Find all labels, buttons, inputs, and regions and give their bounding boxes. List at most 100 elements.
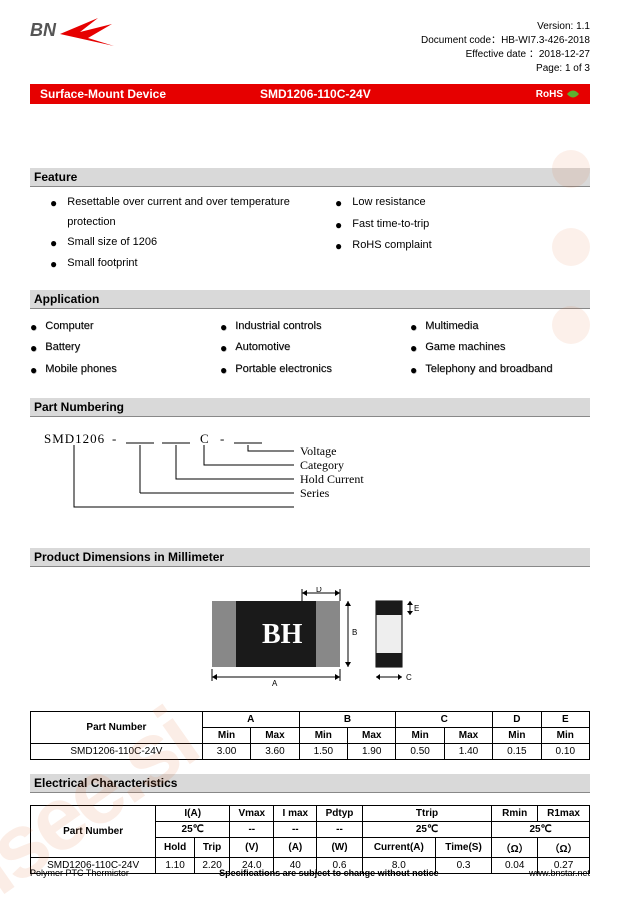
footer-mid: Specifications are subject to change wit… — [219, 868, 439, 878]
date-value: 2018-12-27 — [539, 49, 590, 60]
feature-text: Fast time-to-trip — [352, 215, 429, 235]
doc-info: Version: 1.1 Document code：HB-WI7.3-426-… — [421, 20, 590, 76]
title-part: SMD1206-110C-24V — [260, 87, 536, 101]
feature-text: Small size of 1206 — [67, 233, 157, 253]
elec-col: Pdtyp — [317, 805, 363, 821]
application-heading: Application — [30, 290, 590, 309]
feature-item: ●Low resistance — [335, 193, 590, 215]
electrical-table: Part Number I(A) Vmax I max Pdtyp Ttrip … — [30, 805, 590, 874]
title-device: Surface-Mount Device — [40, 87, 260, 101]
logo-text: BN — [30, 20, 56, 40]
elec-mid: -- — [230, 821, 274, 837]
elec-mid: 25℃ — [492, 821, 590, 837]
dimensions-drawing: D BH B A E — [30, 573, 590, 711]
feature-columns: ●Resettable over current and over temper… — [30, 193, 590, 276]
dimensions-heading: Product Dimensions in Millimeter — [30, 548, 590, 567]
logo-star-icon — [58, 16, 118, 52]
elec-sub: (W) — [317, 837, 363, 857]
app-text: Portable electronics — [235, 360, 332, 382]
dim-val: 1.50 — [299, 743, 347, 759]
svg-text:E: E — [414, 604, 419, 613]
dim-val: 0.50 — [396, 743, 444, 759]
pn-label-hold: Hold Current — [300, 472, 364, 486]
page-header: BN Version: 1.1 Document code：HB-WI7.3-4… — [30, 20, 590, 76]
electrical-heading: Electrical Characteristics — [30, 774, 590, 793]
elec-col: I(A) — [156, 805, 230, 821]
elec-col: Vmax — [230, 805, 274, 821]
rohs-badge: RoHS — [536, 89, 580, 100]
page-label: Page: — [536, 63, 562, 74]
part-numbering-diagram: SMD1206 - C - Voltage Category Hold Curr… — [30, 423, 590, 534]
app-item: ●Automotive — [220, 338, 400, 360]
elec-col: R1max — [538, 805, 590, 821]
app-item: ●Telephony and broadband — [410, 360, 590, 382]
svg-text:B: B — [352, 628, 357, 637]
dim-col-b: B — [299, 711, 396, 727]
dim-val: 1.90 — [348, 743, 396, 759]
pn-label-voltage: Voltage — [300, 444, 336, 458]
elec-sub: Current(A) — [362, 837, 435, 857]
dim-val: 3.00 — [202, 743, 250, 759]
elec-col: Ttrip — [362, 805, 491, 821]
app-item: ●Industrial controls — [220, 317, 400, 339]
elec-mid: 25℃ — [362, 821, 491, 837]
dim-pn: SMD1206-110C-24V — [31, 743, 203, 759]
rohs-text: RoHS — [536, 89, 563, 100]
dim-sub: Min — [541, 727, 589, 743]
footer-right: www.bnstar.net — [529, 868, 590, 878]
elec-mid: 25℃ — [156, 821, 230, 837]
elec-col: Rmin — [492, 805, 538, 821]
dim-sub: Min — [493, 727, 541, 743]
dim-pn-header: Part Number — [31, 711, 203, 743]
dim-sub: Max — [348, 727, 396, 743]
logo: BN — [30, 20, 110, 60]
dim-sub: Min — [396, 727, 444, 743]
dim-col-a: A — [202, 711, 299, 727]
svg-text:-: - — [220, 431, 224, 446]
leaf-icon — [566, 89, 580, 99]
elec-pn-header: Part Number — [31, 805, 156, 857]
dim-val: 0.10 — [541, 743, 589, 759]
feature-item: ●Small footprint — [50, 254, 305, 276]
elec-mid: -- — [274, 821, 317, 837]
feature-item: ●Resettable over current and over temper… — [50, 193, 305, 233]
page-footer: Polymer PTC Thermistor Specifications ar… — [30, 868, 590, 878]
dim-sub: Min — [299, 727, 347, 743]
app-text: Industrial controls — [235, 317, 321, 339]
version-value: 1.1 — [576, 21, 590, 32]
app-item: ●Portable electronics — [220, 360, 400, 382]
app-item: ●Battery — [30, 338, 210, 360]
app-text: Game machines — [425, 338, 505, 360]
title-bar: Surface-Mount Device SMD1206-110C-24V Ro… — [30, 84, 590, 104]
dim-sub: Max — [444, 727, 492, 743]
elec-sub: （Ω） — [538, 837, 590, 857]
app-text: Computer — [45, 317, 93, 339]
app-item: ●Computer — [30, 317, 210, 339]
pn-label-series: Series — [300, 486, 330, 500]
dim-col-d: D — [493, 711, 541, 727]
page-value: 1 of 3 — [565, 63, 590, 74]
feature-text: Low resistance — [352, 193, 425, 213]
version-label: Version: — [537, 21, 573, 32]
svg-text:D: D — [316, 587, 322, 594]
dim-marking: BH — [262, 619, 303, 650]
svg-text:C: C — [406, 673, 412, 682]
elec-sub: Trip — [194, 837, 229, 857]
feature-text: Small footprint — [67, 254, 137, 274]
app-text: Telephony and broadband — [425, 360, 552, 382]
pn-series: SMD1206 — [44, 431, 105, 446]
app-text: Automotive — [235, 338, 290, 360]
elec-mid: -- — [317, 821, 363, 837]
elec-sub: Hold — [156, 837, 195, 857]
feature-heading: Feature — [30, 168, 590, 187]
app-item: ●Multimedia — [410, 317, 590, 339]
elec-sub: (A) — [274, 837, 317, 857]
dim-val: 1.40 — [444, 743, 492, 759]
elec-sub: Time(S) — [435, 837, 491, 857]
feature-item: ●Fast time-to-trip — [335, 215, 590, 237]
app-text: Battery — [45, 338, 80, 360]
feature-item: ●Small size of 1206 — [50, 233, 305, 255]
elec-sub: （Ω） — [492, 837, 538, 857]
svg-text:-: - — [112, 431, 116, 446]
feature-item: ●RoHS complaint — [335, 236, 590, 258]
